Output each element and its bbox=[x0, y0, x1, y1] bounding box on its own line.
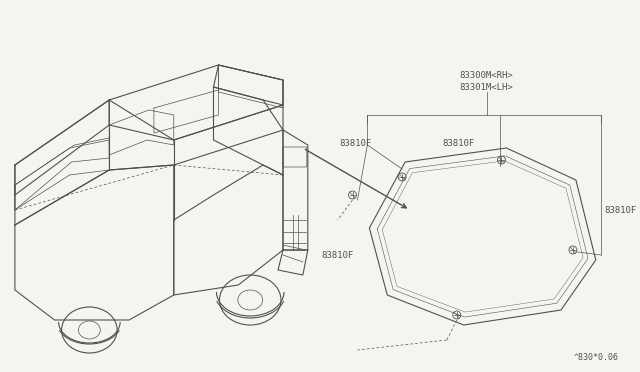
Text: 83300M<RH>: 83300M<RH> bbox=[460, 71, 513, 80]
Text: 83301M<LH>: 83301M<LH> bbox=[460, 83, 513, 92]
Text: 83810F: 83810F bbox=[605, 205, 637, 215]
Text: 83810F: 83810F bbox=[321, 250, 354, 260]
Text: 83810F: 83810F bbox=[443, 138, 475, 148]
Text: 83810F: 83810F bbox=[339, 138, 372, 148]
Text: ^830*0.06: ^830*0.06 bbox=[573, 353, 618, 362]
